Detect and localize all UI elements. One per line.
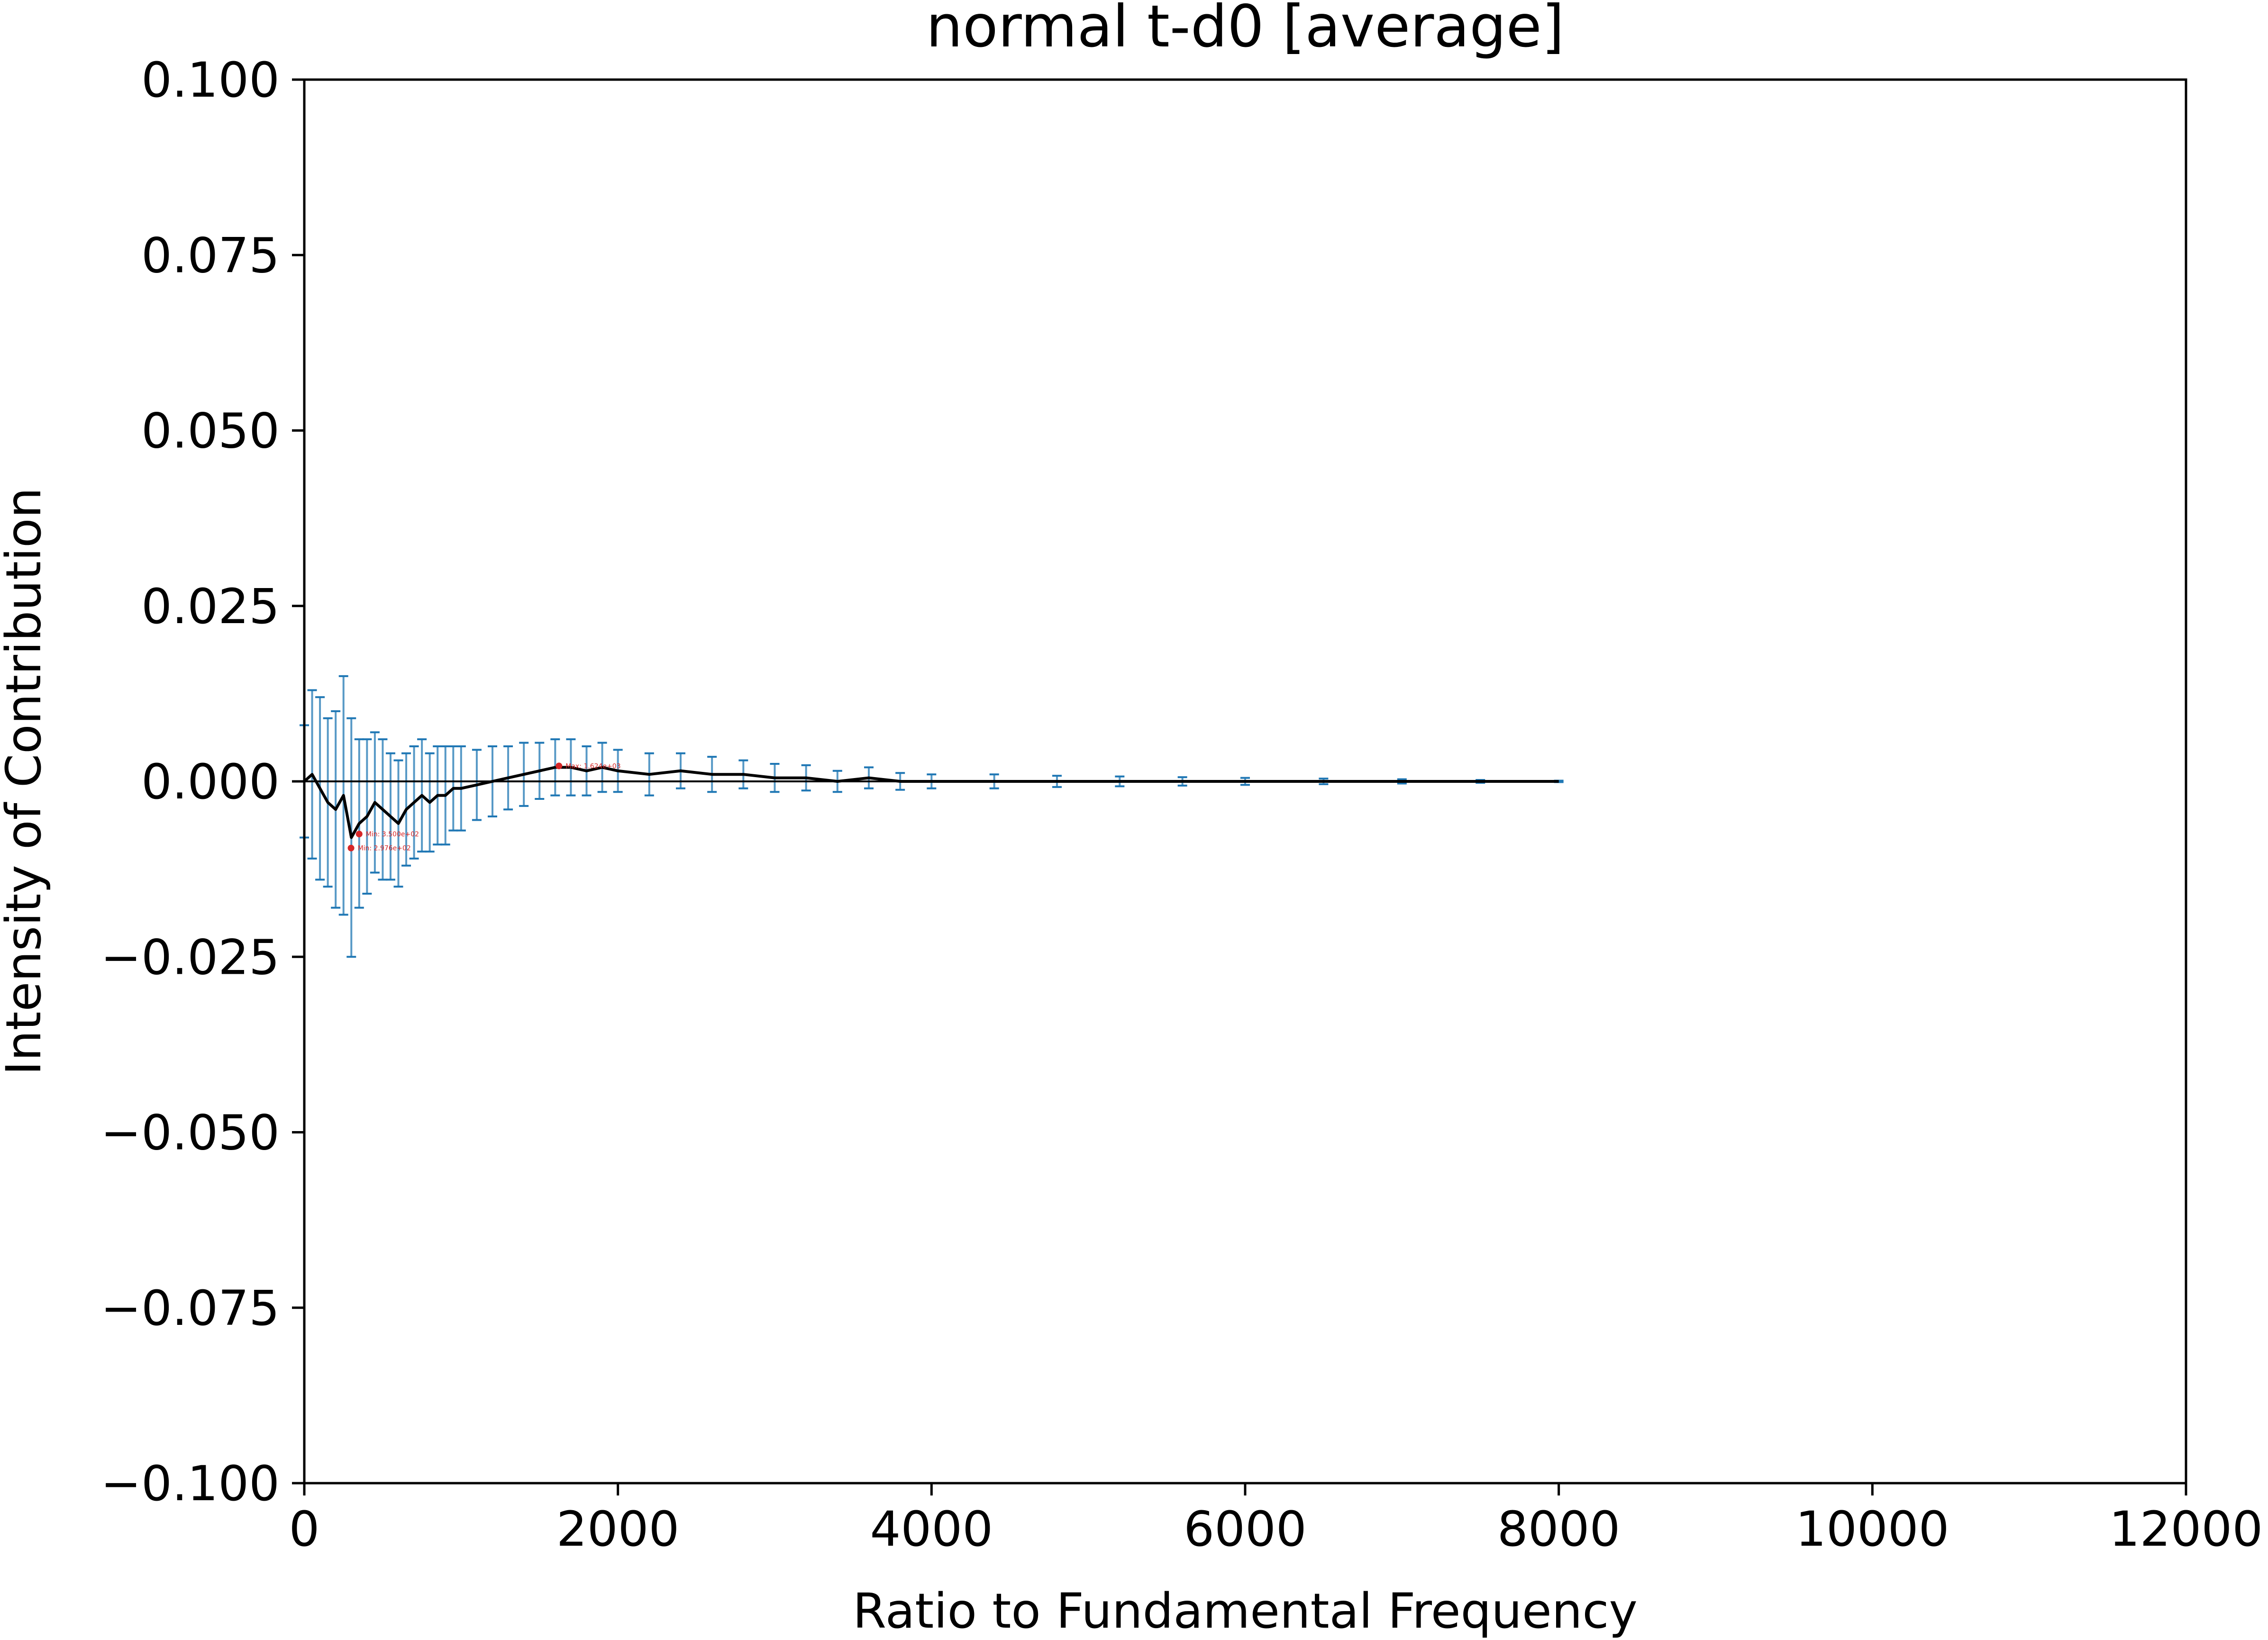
y-tick-label: 0.050 bbox=[141, 403, 280, 460]
annotation-marker bbox=[347, 844, 355, 852]
y-axis-label: Intensity of Contribution bbox=[0, 488, 52, 1075]
x-tick-label: 6000 bbox=[1184, 1501, 1307, 1558]
y-tick-label: −0.025 bbox=[101, 929, 280, 986]
y-tick-label: 0.100 bbox=[141, 52, 280, 109]
x-tick-label: 4000 bbox=[870, 1501, 993, 1558]
y-tick-label: −0.075 bbox=[101, 1280, 280, 1337]
x-tick-label: 2000 bbox=[556, 1501, 680, 1558]
x-tick-label: 0 bbox=[289, 1501, 320, 1558]
y-tick-label: −0.050 bbox=[101, 1105, 280, 1161]
y-tick-label: 0.075 bbox=[141, 227, 280, 284]
plot-layer: Max: 1.624e+03 Min: 3.500e+02 Min: 2.976e+… bbox=[300, 675, 1564, 958]
annotation-label: Min: 3.500e+02 bbox=[366, 831, 419, 838]
y-tick-label: 0.025 bbox=[141, 579, 280, 635]
x-tick-label: 12000 bbox=[2109, 1501, 2263, 1558]
annotation-label: Min: 2.976e+02 bbox=[358, 845, 411, 852]
chart-title: normal t-d0 [average] bbox=[926, 0, 1565, 60]
x-tick-label: 10000 bbox=[1795, 1501, 1949, 1558]
annotation-label: Max: 1.624e+03 bbox=[565, 762, 620, 770]
x-axis-label: Ratio to Fundamental Frequency bbox=[853, 1583, 1638, 1640]
y-tick-label: 0.000 bbox=[141, 754, 280, 810]
tick-layer: 0 2000 4000 6000 8000 10000 12000 0.100 0.075 0.0… bbox=[101, 52, 2263, 1558]
mean-line bbox=[303, 766, 1559, 839]
annotation-marker bbox=[556, 762, 563, 770]
y-tick-label: −0.100 bbox=[101, 1456, 280, 1512]
annotation-marker bbox=[355, 831, 363, 838]
x-tick-label: 8000 bbox=[1497, 1501, 1621, 1558]
